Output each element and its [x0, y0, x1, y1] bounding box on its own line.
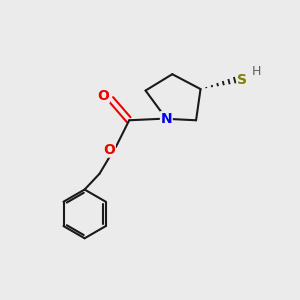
Text: S: S: [237, 73, 247, 87]
Text: O: O: [103, 143, 115, 157]
Text: H: H: [252, 65, 261, 78]
Text: O: O: [98, 88, 109, 103]
Text: N: N: [160, 112, 172, 126]
